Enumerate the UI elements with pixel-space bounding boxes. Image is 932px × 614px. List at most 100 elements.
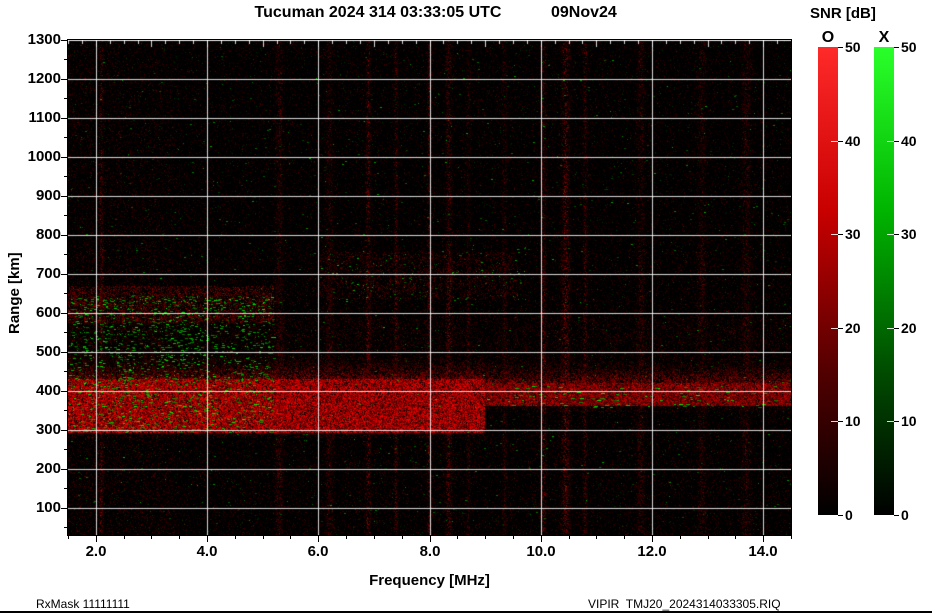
plot-area xyxy=(67,39,792,536)
colorbar-tick-label: 40 xyxy=(845,133,861,149)
y-axis-tick xyxy=(61,391,68,392)
colorbar-tick-label: 20 xyxy=(901,320,917,336)
y-tick-label: 200 xyxy=(21,461,61,477)
y-axis-minor-tick xyxy=(64,332,68,333)
x-axis-tick xyxy=(652,535,653,542)
y-axis-tick xyxy=(61,196,68,197)
x-tick-label: 4.0 xyxy=(185,544,229,560)
y-axis-minor-tick xyxy=(64,254,68,255)
y-axis-tick xyxy=(61,508,68,509)
x-axis-tick xyxy=(318,535,319,542)
y-axis-minor-tick xyxy=(64,176,68,177)
x-axis-minor-tick xyxy=(513,535,514,539)
x-tick-label: 12.0 xyxy=(630,544,674,560)
colorbar-tick-label: 30 xyxy=(845,226,861,242)
ionogram-figure: Tucuman 2024 314 03:33:05 UTC 09Nov24 SN… xyxy=(0,0,932,614)
colorbar-tick xyxy=(838,234,843,235)
y-axis-tick xyxy=(61,313,68,314)
colorbar-tick xyxy=(894,421,899,422)
x-tick-label: 10.0 xyxy=(519,544,563,560)
y-axis-minor-tick xyxy=(64,371,68,372)
x-axis-minor-tick xyxy=(624,535,625,539)
x-axis-minor-tick xyxy=(791,535,792,539)
colorbar-o-gradient xyxy=(818,47,838,515)
x-axis-minor-tick xyxy=(680,535,681,539)
y-tick-label: 700 xyxy=(21,266,61,282)
y-tick-label: 1300 xyxy=(21,32,61,48)
x-axis-minor-tick xyxy=(374,535,375,539)
colorbar-inner-tick xyxy=(831,141,838,142)
colorbar-tick-label: 50 xyxy=(901,39,917,55)
colorbar-x-gradient xyxy=(874,47,894,515)
y-axis-tick xyxy=(61,157,68,158)
colorbar-tick-label: 0 xyxy=(901,507,909,523)
x-axis-tick xyxy=(763,535,764,542)
x-axis-minor-tick xyxy=(569,535,570,539)
y-axis-minor-tick xyxy=(64,98,68,99)
x-axis-tick xyxy=(430,535,431,542)
x-tick-label: 2.0 xyxy=(74,544,118,560)
y-tick-label: 400 xyxy=(21,383,61,399)
ionogram-canvas xyxy=(68,40,791,535)
y-axis-minor-tick xyxy=(64,449,68,450)
colorbar-tick xyxy=(894,141,899,142)
colorbar-tick-label: 0 xyxy=(845,507,853,523)
colorbar-inner-tick xyxy=(887,234,894,235)
x-axis-tick xyxy=(96,535,97,542)
x-axis-minor-tick xyxy=(263,535,264,539)
colorbar-tick xyxy=(838,328,843,329)
colorbar-inner-tick xyxy=(831,234,838,235)
y-axis-label: Range [km] xyxy=(6,252,23,334)
x-axis-tick xyxy=(541,535,542,542)
x-axis-minor-tick xyxy=(290,535,291,539)
y-tick-label: 800 xyxy=(21,227,61,243)
colorbar-tick xyxy=(894,328,899,329)
x-axis-minor-tick xyxy=(68,535,69,539)
y-axis-tick xyxy=(61,469,68,470)
y-axis-minor-tick xyxy=(64,527,68,528)
x-tick-label: 8.0 xyxy=(408,544,452,560)
y-axis-minor-tick xyxy=(64,215,68,216)
y-tick-label: 300 xyxy=(21,422,61,438)
y-axis-tick xyxy=(61,430,68,431)
footer-divider xyxy=(0,611,932,613)
colorbar-tick xyxy=(894,515,899,516)
colorbar-inner-tick xyxy=(887,328,894,329)
y-axis-tick xyxy=(61,274,68,275)
x-tick-label: 6.0 xyxy=(296,544,340,560)
x-axis-minor-tick xyxy=(735,535,736,539)
colorbar-tick xyxy=(838,421,843,422)
y-tick-label: 600 xyxy=(21,305,61,321)
x-axis-minor-tick xyxy=(151,535,152,539)
colorbar-inner-tick xyxy=(831,328,838,329)
y-axis-tick xyxy=(61,40,68,41)
x-axis-minor-tick xyxy=(346,535,347,539)
y-tick-label: 1000 xyxy=(21,149,61,165)
x-axis-minor-tick xyxy=(124,535,125,539)
colorbar-tick xyxy=(894,234,899,235)
colorbar-tick-label: 20 xyxy=(845,320,861,336)
x-axis-minor-tick xyxy=(235,535,236,539)
colorbar-inner-tick xyxy=(887,141,894,142)
y-axis-minor-tick xyxy=(64,488,68,489)
colorbar-tick xyxy=(838,515,843,516)
x-axis-minor-tick xyxy=(402,535,403,539)
colorbar-tick xyxy=(838,141,843,142)
y-tick-label: 100 xyxy=(21,500,61,516)
x-axis-minor-tick xyxy=(179,535,180,539)
y-axis-tick xyxy=(61,118,68,119)
y-axis-minor-tick xyxy=(64,59,68,60)
data-filename-label: VIPIR TMJ20_2024314033305.RIQ xyxy=(588,597,781,611)
x-tick-label: 14.0 xyxy=(741,544,785,560)
y-axis-minor-tick xyxy=(64,137,68,138)
y-axis-tick xyxy=(61,352,68,353)
x-axis-minor-tick xyxy=(457,535,458,539)
snr-units-label: SNR [dB] xyxy=(810,5,876,22)
colorbar-tick xyxy=(894,47,899,48)
y-axis-minor-tick xyxy=(64,293,68,294)
colorbar-tick-label: 50 xyxy=(845,39,861,55)
colorbar-inner-tick xyxy=(887,421,894,422)
colorbar-tick-label: 10 xyxy=(845,413,861,429)
y-tick-label: 1200 xyxy=(21,71,61,87)
plot-date: 09Nov24 xyxy=(551,4,617,22)
